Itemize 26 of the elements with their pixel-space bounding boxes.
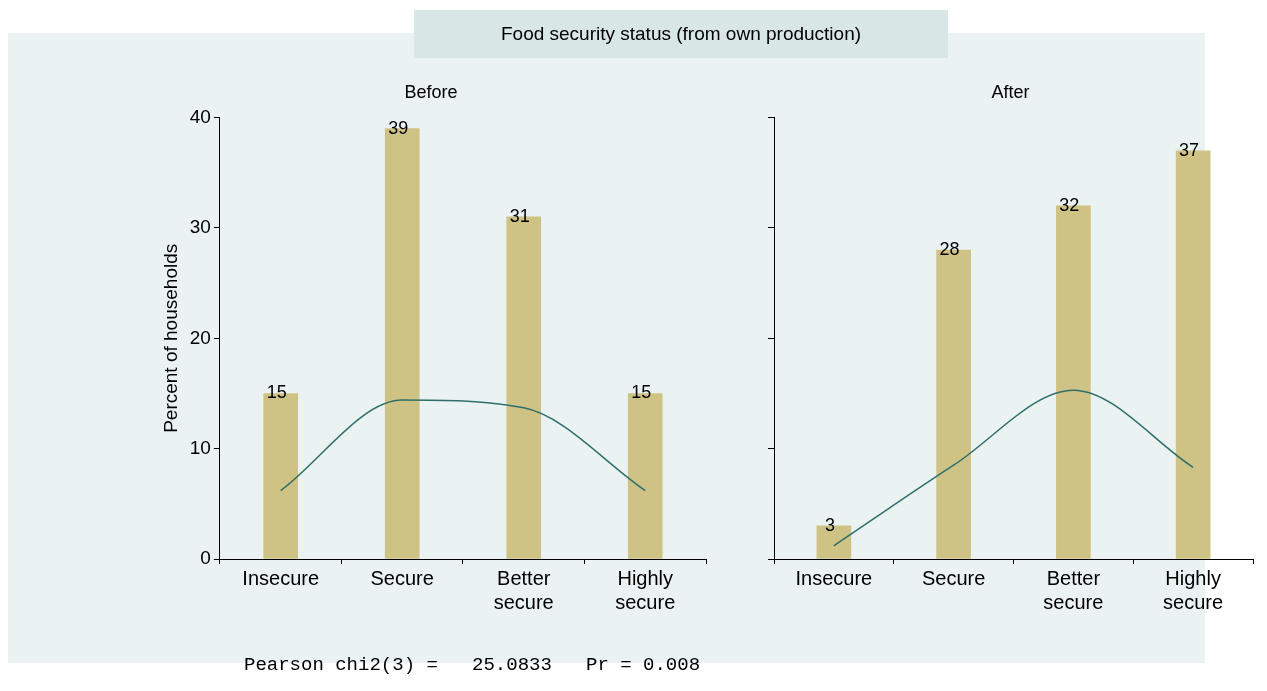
chart-title: After bbox=[991, 81, 1030, 102]
y-axis-title: Percent of households bbox=[159, 243, 181, 433]
y-tick-label: 20 bbox=[189, 326, 211, 348]
x-tick-label: Highly secure bbox=[1163, 566, 1224, 613]
x-tick-label: Better secure bbox=[1043, 566, 1104, 613]
text: Food security status (from own production) bbox=[414, 10, 948, 58]
y-tick-label: 30 bbox=[189, 216, 211, 238]
chart-title: Before bbox=[404, 81, 458, 102]
data-label: 15 bbox=[631, 382, 652, 403]
x-tick-label: Better secure bbox=[493, 566, 554, 613]
x-tick-label: Insecure bbox=[795, 566, 873, 589]
y-tick-label: 0 bbox=[200, 547, 211, 569]
x-tick-label: Secure bbox=[921, 566, 986, 589]
y-tick-label: 40 bbox=[189, 105, 211, 127]
data-label: 39 bbox=[388, 117, 409, 138]
data-label: 31 bbox=[509, 205, 530, 226]
data-label: 3 bbox=[824, 514, 835, 535]
data-label: 28 bbox=[939, 238, 960, 259]
x-tick-label: Highly secure bbox=[615, 566, 676, 613]
data-label: 37 bbox=[1179, 139, 1200, 160]
y-tick-label: 10 bbox=[189, 436, 211, 458]
data-label: 32 bbox=[1059, 194, 1080, 215]
data-label: 15 bbox=[266, 382, 287, 403]
x-tick-label: Insecure bbox=[242, 566, 320, 589]
text: Pearson chi2(3) = 25.0833 Pr = 0.008 bbox=[244, 654, 701, 676]
x-tick-label: Secure bbox=[370, 566, 434, 589]
